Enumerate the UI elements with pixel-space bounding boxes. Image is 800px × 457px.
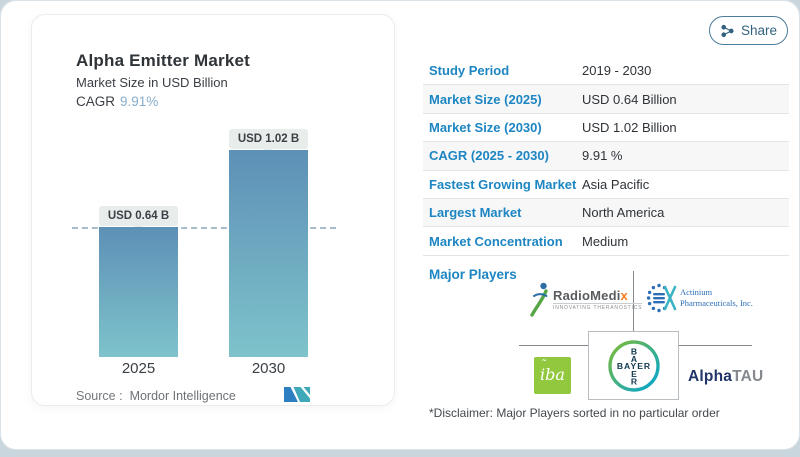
share-button-label: Share	[740, 23, 778, 38]
logo-alphatau: AlphaTAU	[688, 368, 764, 385]
source-label: Source :	[76, 389, 123, 403]
row-value: 2019 - 2030	[582, 63, 652, 79]
table-row-study-period: Study Period 2019 - 2030	[423, 57, 789, 86]
radiomedix-tagline: INNOVATING THERANOSTICS	[553, 302, 643, 311]
svg-text:A: A	[630, 354, 636, 364]
row-value: Asia Pacific	[582, 176, 650, 192]
players-disclaimer: *Disclaimer: Major Players sorted in no …	[429, 406, 720, 420]
row-value: Medium	[582, 233, 629, 249]
bayer-cross-icon: BAYER B A E R	[607, 339, 660, 392]
chart-title: Alpha Emitter Market	[76, 51, 251, 70]
reference-dashed-line	[72, 227, 336, 229]
bar-2025	[99, 227, 178, 357]
table-row-market-size-2025: Market Size (2025) USD 0.64 Billion	[423, 85, 789, 114]
table-row-market-size-2030: Market Size (2030) USD 1.02 Billion	[423, 114, 789, 143]
table-row-cagr: CAGR (2025 - 2030) 9.91 %	[423, 142, 789, 171]
cagr-label: CAGR	[76, 94, 116, 109]
logo-iba: iba	[534, 357, 571, 394]
radiomedix-figure-icon	[530, 282, 548, 317]
bar-2030	[229, 150, 308, 357]
logo-bayer: BAYER B A E R	[588, 331, 679, 400]
svg-text:R: R	[630, 376, 637, 386]
share-button[interactable]: Share	[709, 16, 788, 45]
x-axis-label-2025: 2025	[121, 360, 156, 377]
actinium-name: Actinium Pharmaceuticals, Inc.	[680, 287, 753, 308]
row-label: Fastest Growing Market	[429, 176, 577, 192]
table-row-fastest-growing-market: Fastest Growing Market Asia Pacific	[423, 171, 789, 199]
actinium-emblem-icon	[646, 283, 677, 313]
mordor-intelligence-logo-icon	[284, 387, 310, 402]
cagr-value: 9.91%	[120, 94, 159, 109]
source-value: Mordor Intelligence	[129, 389, 236, 403]
row-label: CAGR (2025 - 2030)	[429, 148, 549, 164]
iba-wordmark: iba	[540, 358, 565, 384]
svg-text:B: B	[630, 346, 636, 356]
chart-subtitle: Market Size in USD Billion	[76, 75, 228, 90]
row-value: 9.91 %	[582, 148, 623, 164]
chart-card: Alpha Emitter Market Market Size in USD …	[31, 14, 395, 406]
x-axis-label-2030: 2030	[251, 360, 286, 377]
major-players-title: Major Players	[429, 267, 517, 282]
logo-actinium: Actinium Pharmaceuticals, Inc.	[645, 282, 753, 314]
row-value: North America	[582, 205, 665, 221]
players-vertical-divider	[633, 271, 634, 345]
radiomedix-name: RadioMedix	[553, 287, 628, 303]
bar-value-label-2030: USD 1.02 B	[229, 129, 308, 149]
row-label: Largest Market	[429, 205, 522, 221]
logo-radiomedix: RadioMedix INNOVATING THERANOSTICS	[529, 281, 643, 317]
row-label: Study Period	[429, 63, 510, 79]
table-row-market-concentration: Market Concentration Medium	[423, 227, 789, 256]
row-value: USD 1.02 Billion	[582, 119, 677, 135]
chart-cagr: CAGR 9.91%	[76, 94, 158, 109]
source-attribution: Source : Mordor Intelligence	[76, 389, 236, 403]
row-value: USD 0.64 Billion	[582, 91, 677, 107]
row-label: Market Concentration	[429, 233, 563, 249]
row-label: Market Size (2030)	[429, 119, 542, 135]
table-row-largest-market: Largest Market North America	[423, 198, 789, 228]
share-icon	[721, 24, 734, 37]
svg-text:BAYER: BAYER	[616, 361, 650, 371]
row-label: Market Size (2025)	[429, 91, 542, 107]
stats-table: Study Period 2019 - 2030 Market Size (20…	[423, 57, 789, 256]
svg-text:E: E	[631, 369, 637, 379]
bar-value-label-2025: USD 0.64 B	[99, 206, 178, 226]
